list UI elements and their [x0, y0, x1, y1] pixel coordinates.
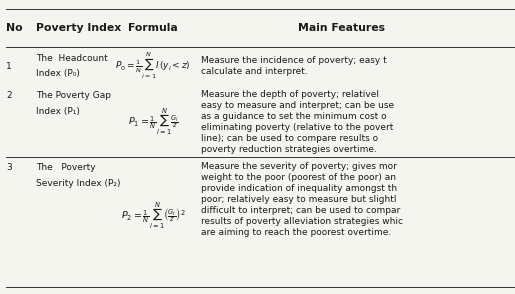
Text: 3: 3 [6, 163, 12, 172]
Text: Measure the depth of poverty; relativel
easy to measure and interpret; can be us: Measure the depth of poverty; relativel … [201, 90, 394, 154]
Text: No: No [6, 23, 23, 33]
Text: The   Poverty: The Poverty [36, 163, 96, 172]
Text: Index (P₁): Index (P₁) [36, 107, 80, 116]
Text: $P_2 = \frac{1}{N}\sum_{i=1}^{N}\left(\frac{G_i}{z}\right)^2$: $P_2 = \frac{1}{N}\sum_{i=1}^{N}\left(\f… [121, 201, 185, 231]
Text: Measure the incidence of poverty; easy t
calculate and interpret.: Measure the incidence of poverty; easy t… [201, 56, 387, 76]
Text: Formula: Formula [128, 23, 178, 33]
Text: Index (P₀): Index (P₀) [36, 69, 80, 78]
Text: $P_1 = \frac{1}{N}\sum_{i=1}^{N}\frac{G_i}{z}$: $P_1 = \frac{1}{N}\sum_{i=1}^{N}\frac{G_… [128, 106, 179, 136]
Text: The Poverty Gap: The Poverty Gap [36, 91, 111, 100]
Text: Measure the severity of poverty; gives mor
weight to the poor (poorest of the po: Measure the severity of poverty; gives m… [201, 162, 403, 237]
Text: Severity Index (P₂): Severity Index (P₂) [36, 179, 121, 188]
Text: Poverty Index: Poverty Index [36, 23, 122, 33]
Text: The  Headcount: The Headcount [36, 54, 108, 63]
Text: 2: 2 [6, 91, 12, 100]
Text: 1: 1 [6, 62, 12, 71]
Text: $P_0 = \frac{1}{N}\sum_{i=1}^{N} I\,(y_i < z)$: $P_0 = \frac{1}{N}\sum_{i=1}^{N} I\,(y_i… [115, 51, 191, 81]
Text: Main Features: Main Features [298, 23, 385, 33]
